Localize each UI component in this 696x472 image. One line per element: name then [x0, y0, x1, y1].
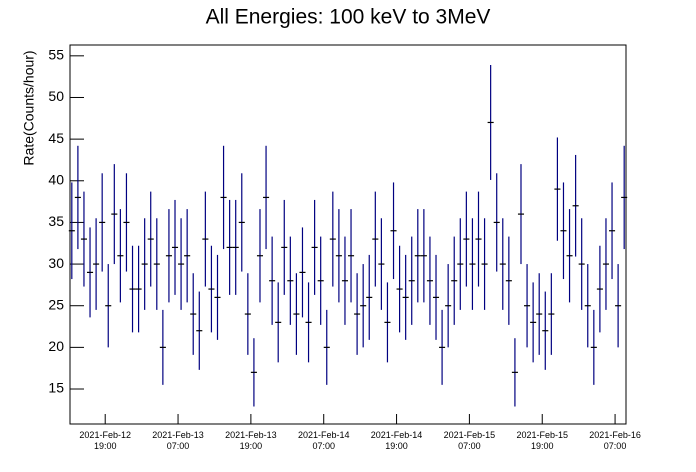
y-tick-label: 40 [48, 171, 64, 187]
chart-title: All Energies: 100 keV to 3MeV [206, 6, 491, 29]
x-tick-label: 2021-Feb-14 19:00 [371, 430, 423, 451]
x-tick-label-line: 19:00 [94, 441, 117, 451]
x-tick-label-line: 2021-Feb-13 [152, 430, 204, 440]
x-tick-label-line: 2021-Feb-14 [298, 430, 350, 440]
x-tick-label-line: 19:00 [531, 441, 554, 451]
y-tick-label: 25 [48, 296, 64, 312]
x-tick-label: 2021-Feb-15 07:00 [444, 430, 496, 451]
x-tick-label-line: 2021-Feb-14 [371, 430, 423, 440]
plot-frame [69, 44, 627, 425]
x-tick-label: 2021-Feb-16 07:00 [589, 430, 641, 451]
y-tick-label: 20 [48, 338, 64, 354]
x-tick-label-line: 07:00 [604, 441, 627, 451]
y-tick-label: 55 [48, 47, 64, 63]
y-tick-label: 50 [48, 88, 64, 104]
y-tick-label: 35 [48, 213, 64, 229]
y-tick-label: 30 [48, 255, 64, 271]
x-tick-label-line: 07:00 [458, 441, 481, 451]
x-tick-label-line: 2021-Feb-16 [589, 430, 641, 440]
x-tick-label-line: 2021-Feb-12 [79, 430, 131, 440]
x-tick-label-line: 2021-Feb-13 [225, 430, 277, 440]
y-tick-label: 45 [48, 130, 64, 146]
y-axis-label: Rate(Counts/hour) [21, 50, 37, 165]
x-tick-label: 2021-Feb-15 19:00 [516, 430, 568, 451]
x-tick-label-line: 2021-Feb-15 [444, 430, 496, 440]
y-tick-label: 15 [48, 380, 64, 396]
x-tick-label: 2021-Feb-14 07:00 [298, 430, 350, 451]
x-tick-label-line: 19:00 [385, 441, 408, 451]
x-tick-label-line: 07:00 [312, 441, 335, 451]
x-tick-label-line: 2021-Feb-15 [516, 430, 568, 440]
x-tick-label-line: 19:00 [240, 441, 263, 451]
x-tick-label-line: 07:00 [167, 441, 190, 451]
x-tick-label: 2021-Feb-12 19:00 [79, 430, 131, 451]
x-tick-label: 2021-Feb-13 07:00 [152, 430, 204, 451]
x-tick-label: 2021-Feb-13 19:00 [225, 430, 277, 451]
